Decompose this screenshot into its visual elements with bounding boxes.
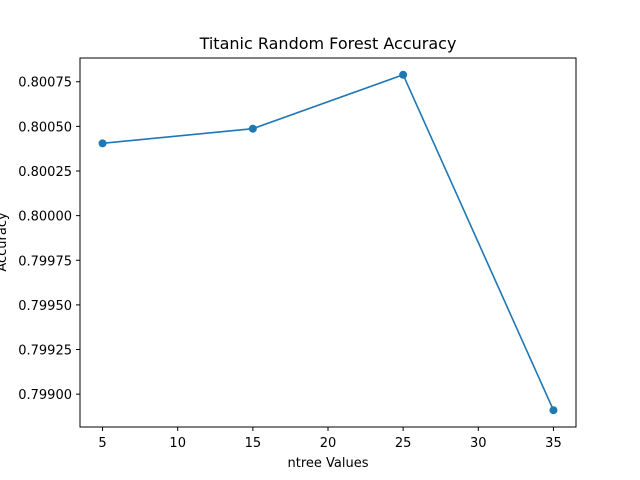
y-tick-label: 0.80075 xyxy=(18,76,72,91)
x-tick-label: 15 xyxy=(245,436,262,451)
data-point xyxy=(248,124,257,133)
y-tick-label: 0.79925 xyxy=(18,344,72,359)
x-axis-ticks: 5 10 15 20 25 30 35 xyxy=(98,427,562,451)
x-tick-label: 30 xyxy=(470,436,487,451)
x-tick-label: 25 xyxy=(395,436,412,451)
series-line xyxy=(101,73,555,412)
x-tick-label: 35 xyxy=(545,436,562,451)
y-tick-label: 0.80025 xyxy=(18,165,72,180)
x-tick-label: 20 xyxy=(320,436,337,451)
y-tick-label: 0.80000 xyxy=(18,210,72,225)
y-tick-label: 0.80050 xyxy=(18,120,72,135)
y-tick-label: 0.79950 xyxy=(18,299,72,314)
data-point xyxy=(549,406,558,415)
data-point xyxy=(399,70,408,79)
chart-title: Titanic Random Forest Accuracy xyxy=(199,34,457,53)
plot-frame xyxy=(79,57,577,428)
x-axis-label: ntree Values xyxy=(288,456,369,471)
x-tick-label: 5 xyxy=(98,436,106,451)
data-point xyxy=(98,139,107,148)
y-axis-label: Accuracy xyxy=(0,212,10,272)
x-tick-label: 10 xyxy=(169,436,186,451)
y-axis-ticks: 0.79900 0.79925 0.79950 0.79975 0.80000 0.800… xyxy=(18,76,80,403)
y-tick-label: 0.79975 xyxy=(18,254,72,269)
series-layer xyxy=(98,70,558,415)
y-tick-label: 0.79900 xyxy=(18,388,72,403)
